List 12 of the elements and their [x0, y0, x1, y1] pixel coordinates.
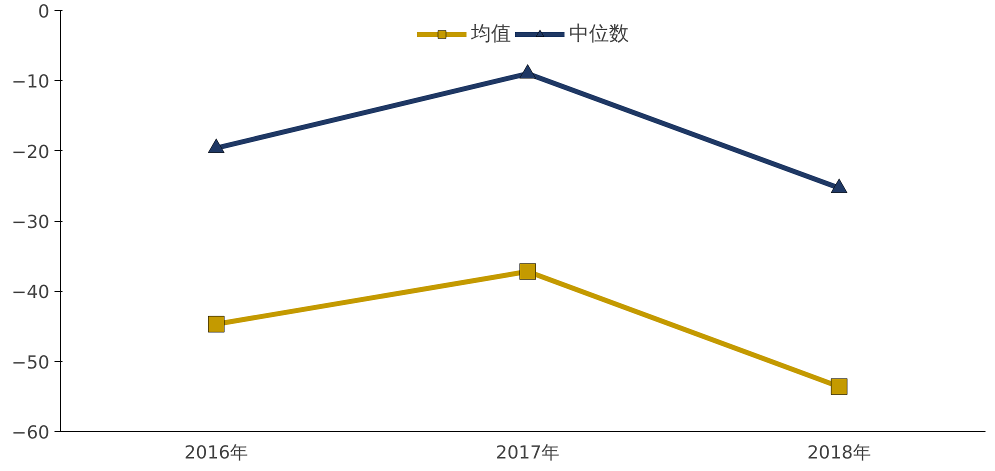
y-tick-label: −20 — [12, 142, 50, 163]
x-tick-label: 2017年 — [496, 442, 560, 464]
y-tick-label: −10 — [12, 72, 50, 93]
y-tick-label: −30 — [12, 212, 50, 233]
y-tick-label: −60 — [12, 422, 50, 444]
x-tick-label: 2018年 — [807, 442, 872, 464]
y-tick-label: −40 — [12, 282, 50, 304]
legend-label: 中位数 — [569, 20, 629, 47]
legend-label: 均值 — [471, 20, 511, 47]
y-tick-label: −50 — [12, 352, 50, 374]
x-tick-label: 2016年 — [184, 442, 248, 464]
y-tick-label: 0 — [38, 2, 50, 22]
